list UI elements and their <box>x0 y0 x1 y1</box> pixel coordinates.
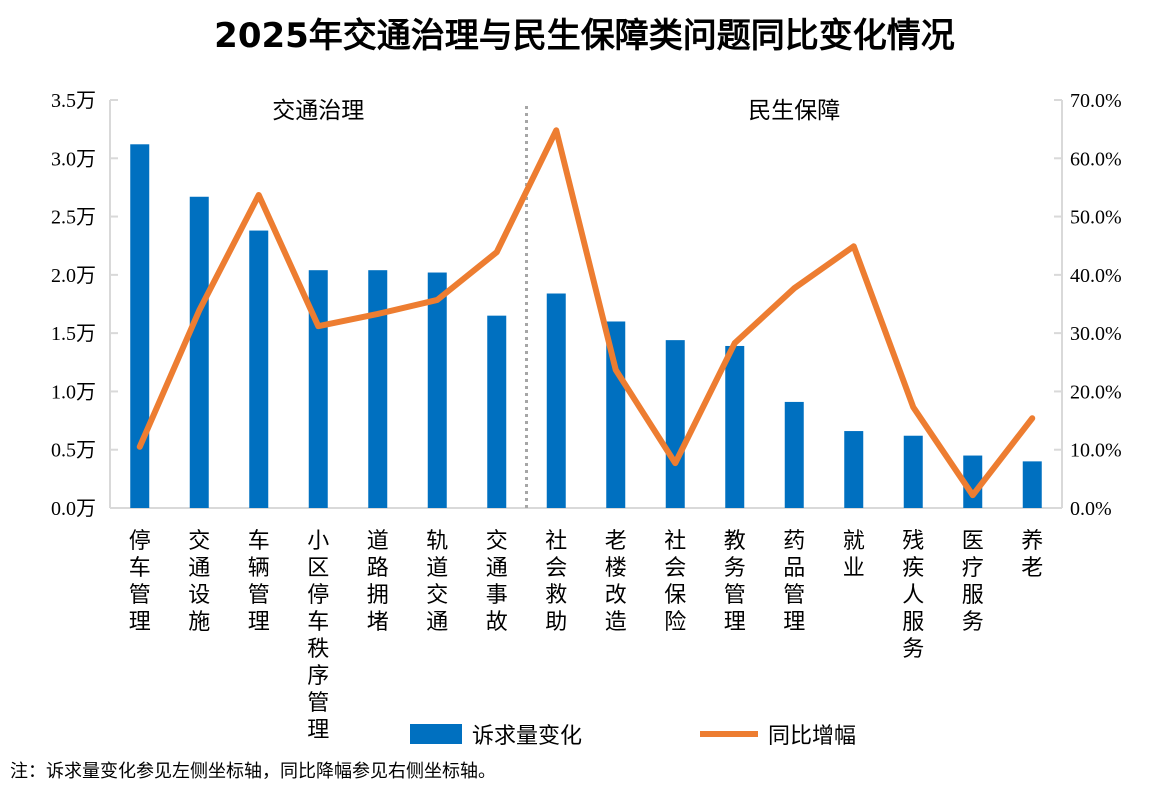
category-label: 社会救助 <box>545 529 567 635</box>
bar <box>130 144 150 508</box>
right-tick-label: 40.0% <box>1070 265 1122 287</box>
right-tick-label: 0.0% <box>1070 498 1112 520</box>
left-tick-label: 1.0万 <box>51 381 96 403</box>
bar <box>606 321 626 508</box>
left-tick-label: 2.0万 <box>51 265 96 287</box>
bar <box>844 431 864 508</box>
group-label: 交通治理 <box>272 98 364 124</box>
category-label: 社会保险 <box>664 529 686 635</box>
right-tick-label: 60.0% <box>1070 148 1122 170</box>
bar <box>368 270 388 508</box>
bar <box>427 272 447 508</box>
category-label: 医疗服务 <box>962 529 984 635</box>
bar <box>963 455 983 508</box>
category-label: 残疾人服务 <box>902 529 924 662</box>
category-label: 轨道交通 <box>426 529 448 635</box>
group-label: 民生保障 <box>748 98 840 124</box>
category-label: 停车管理 <box>129 529 151 635</box>
legend-label: 同比增幅 <box>768 724 856 749</box>
left-tick-label: 3.5万 <box>51 90 96 112</box>
category-label: 老楼改造 <box>605 529 627 635</box>
bar <box>487 315 507 508</box>
category-label: 养老 <box>1021 529 1043 581</box>
category-label: 就业 <box>843 529 865 581</box>
right-tick-label: 50.0% <box>1070 207 1122 229</box>
left-tick-label: 0.0万 <box>51 498 96 520</box>
right-tick-label: 30.0% <box>1070 323 1122 345</box>
legend-swatch-bar <box>410 724 462 744</box>
right-tick-label: 20.0% <box>1070 381 1122 403</box>
category-label: 车辆管理 <box>248 529 270 635</box>
legend-label: 诉求量变化 <box>472 724 582 749</box>
chart-note: 注：诉求量变化参见左侧坐标轴，同比降幅参见右侧坐标轴。 <box>10 761 496 782</box>
bar <box>308 270 328 508</box>
category-label: 小区停车秩序管理 <box>307 529 329 743</box>
category-label: 教务管理 <box>724 529 746 635</box>
bar <box>249 230 269 508</box>
category-label: 道路拥堵 <box>367 529 389 635</box>
chart-title: 2025年交通治理与民生保障类问题同比变化情况 <box>214 16 955 56</box>
left-tick-label: 2.5万 <box>51 207 96 229</box>
right-tick-label: 10.0% <box>1070 440 1122 462</box>
left-tick-label: 1.5万 <box>51 323 96 345</box>
bar <box>665 340 685 508</box>
category-label: 交通事故 <box>486 529 508 635</box>
bar <box>1022 461 1042 508</box>
category-label: 交通设施 <box>188 529 210 635</box>
left-tick-label: 3.0万 <box>51 148 96 170</box>
left-tick-label: 0.5万 <box>51 440 96 462</box>
bar <box>546 293 566 508</box>
category-label: 药品管理 <box>783 529 805 635</box>
bar <box>725 345 745 508</box>
bar <box>784 401 804 508</box>
bar <box>903 435 923 508</box>
right-tick-label: 70.0% <box>1070 90 1122 112</box>
line-series <box>136 127 1036 499</box>
bar <box>189 196 209 509</box>
